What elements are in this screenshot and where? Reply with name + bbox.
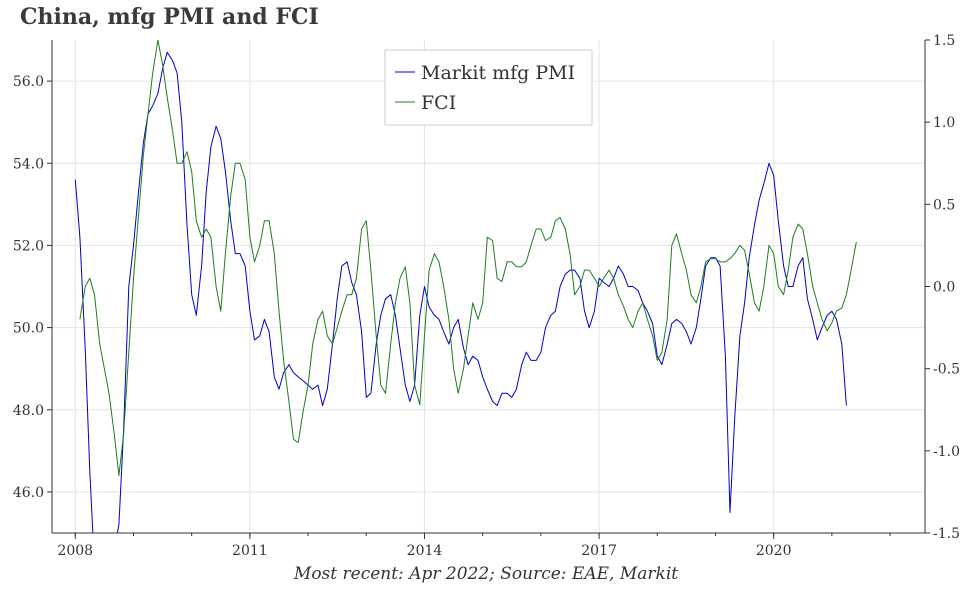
chart-title: China, mfg PMI and FCI [20,4,319,30]
y-left-tick-label: 56.0 [13,74,44,90]
y-right-tick-label: 0.0 [933,280,955,296]
y-right-tick-label: 0.5 [933,197,955,213]
y-left-tick-label: 54.0 [13,156,44,172]
x-tick-label: 2014 [407,543,443,559]
x-tick-label: 2008 [57,543,93,559]
y-left-tick-label: 50.0 [13,321,44,337]
legend-label-fci: FCI [421,92,456,114]
y-right-tick-label: -0.5 [933,362,960,378]
axes-layer: 46.0 48.0 50.0 52.0 54.0 56.0 1.5 1.0 0.5 0.0 -0.5… [13,33,960,559]
x-tick-label: 2020 [756,543,792,559]
legend: Markit mfg PMI FCI [384,49,593,126]
chart-footer: Most recent: Apr 2022; Source: EAE, Mark… [293,564,679,584]
legend-label-pmi: Markit mfg PMI [421,62,575,84]
series-line-pmi [74,51,847,533]
x-tick-label: 2011 [232,543,268,559]
series-line-fci [79,40,857,476]
y-left-tick-label: 48.0 [13,403,44,419]
y-left-tick-label: 46.0 [13,485,44,501]
y-right-tick-label: 1.5 [933,33,955,49]
series-layer [74,40,857,533]
y-right-tick-label: -1.5 [933,526,960,542]
x-tick-label: 2017 [581,543,617,559]
y-left-tick-label: 52.0 [13,238,44,254]
y-right-tick-label: -1.0 [933,444,960,460]
y-right-tick-label: 1.0 [933,115,955,131]
legend-box [384,49,593,126]
